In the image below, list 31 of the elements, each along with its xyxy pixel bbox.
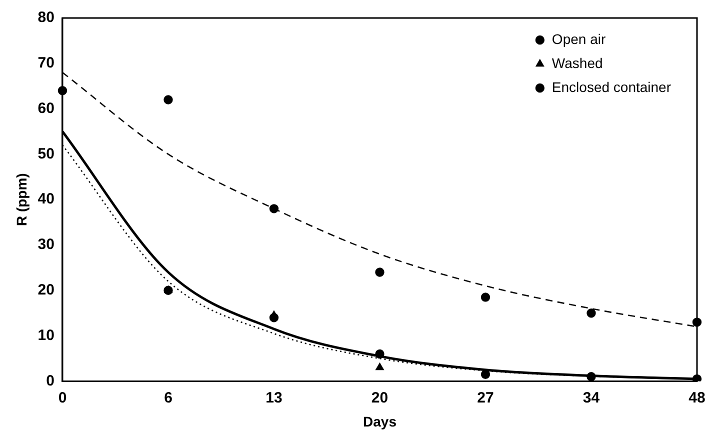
legend-label: Washed [552, 54, 603, 71]
y-tick-label: 60 [38, 100, 54, 117]
x-tick-label: 27 [477, 389, 494, 406]
point [164, 95, 173, 104]
x-tick-label: 6 [164, 389, 172, 406]
point [375, 268, 384, 277]
point [480, 292, 490, 302]
point [269, 313, 279, 322]
x-tick-label: 0 [58, 389, 67, 406]
y-tick-label: 80 [38, 9, 54, 26]
x-tick-label: 48 [688, 389, 706, 406]
point [375, 349, 384, 359]
y-tick-label: 50 [38, 145, 54, 162]
point [269, 204, 279, 214]
x-tick-label: 13 [266, 389, 282, 406]
point [586, 308, 596, 318]
point [480, 370, 490, 379]
y-tick-label: 40 [38, 190, 54, 208]
y-tick-label: 10 [38, 326, 54, 344]
y-axis-title: R (ppm) [13, 173, 30, 226]
x-tick-label: 34 [582, 389, 600, 406]
y-tick-label: 30 [38, 236, 54, 254]
x-tick-label: 20 [371, 389, 388, 406]
point [376, 362, 384, 370]
y-tick-label: 70 [38, 54, 54, 72]
point [586, 372, 596, 382]
y-tick-label: 20 [38, 282, 54, 299]
y-tick-label: 0 [46, 372, 54, 390]
x-axis-title: Days [363, 413, 397, 430]
legend-label: Enclosed container [552, 78, 672, 95]
legend-label: Open air [552, 30, 606, 47]
